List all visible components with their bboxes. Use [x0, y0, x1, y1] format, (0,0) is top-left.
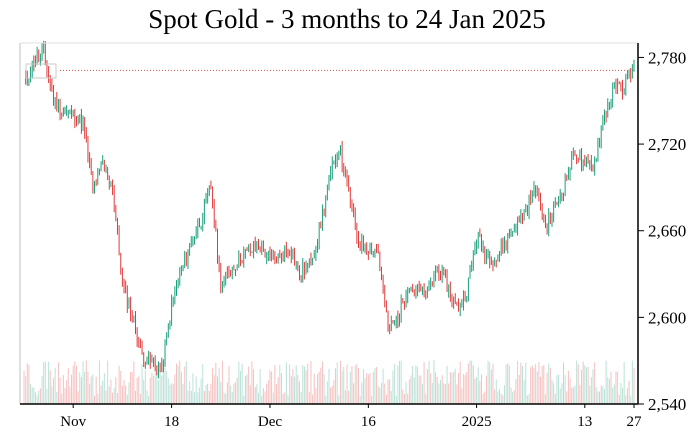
y-tick-label: 2,540	[648, 395, 686, 414]
x-tick-label: 18	[164, 414, 179, 430]
plot-frame	[19, 42, 639, 405]
x-axis: Nov 18 Dec 16 2025 13 27	[60, 404, 642, 430]
y-axis: 2,780 2,720 2,660 2,600 2,540	[638, 48, 686, 414]
x-tick-label: 27	[627, 414, 643, 430]
x-tick-label: Nov	[60, 414, 86, 430]
y-tick-label: 2,600	[648, 308, 686, 327]
volume-layer	[23, 360, 635, 404]
x-tick-label: 2025	[462, 414, 492, 430]
y-tick-label: 2,660	[648, 222, 686, 241]
x-tick-label: 16	[361, 414, 377, 430]
x-tick-label: Dec	[258, 414, 282, 430]
y-tick-label: 2,780	[648, 48, 686, 67]
candle-layer	[25, 40, 635, 379]
x-tick-label: 13	[577, 414, 592, 430]
legend-box	[25, 63, 57, 79]
chart-title: Spot Gold - 3 months to 24 Jan 2025	[148, 4, 546, 34]
y-tick-label: 2,720	[648, 135, 686, 154]
